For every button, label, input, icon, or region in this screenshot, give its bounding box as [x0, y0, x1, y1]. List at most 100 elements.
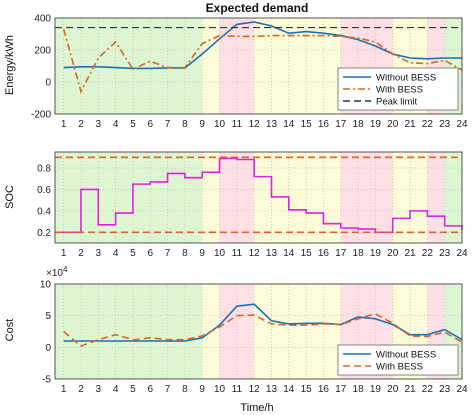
- x-tick-label: 21: [404, 248, 416, 259]
- band-3: [254, 284, 341, 379]
- chart-title: Expected demand: [206, 1, 309, 15]
- x-tick-label: 1: [61, 248, 67, 259]
- panel-soc: 0.20.40.60.81 2 3 4 5 6 7 8 9 10 11 12 13 14 15 16 17 18 1…: [37, 151, 468, 259]
- x-tick-label: 7: [165, 248, 171, 259]
- x-tick-label: 24: [456, 119, 468, 130]
- x-tick-label: 20: [387, 384, 399, 395]
- x-tick-label: 4: [113, 119, 119, 130]
- x-tick-label: 18: [353, 248, 365, 259]
- series-line-with-bess: [63, 312, 463, 347]
- legend-entry: Peak limit: [376, 97, 418, 108]
- x-tick-label: 8: [182, 248, 188, 259]
- x-tick-label: 16: [318, 248, 330, 259]
- x-tick-label: 9: [199, 384, 205, 395]
- band-7: [444, 152, 462, 243]
- legend-entry: Without BESS: [376, 73, 436, 84]
- x-tick-label: 11: [232, 384, 243, 395]
- band-0: [55, 152, 203, 243]
- x-tick-label: 13: [266, 248, 278, 259]
- y-tick-label: 0.8: [37, 164, 51, 175]
- plot-frame: [54, 283, 463, 380]
- x-tick-label: 10: [214, 384, 226, 395]
- y-tick-label: 10: [40, 280, 52, 291]
- y-tick-label: -5: [42, 375, 51, 386]
- legend-entry: With BESS: [376, 85, 423, 96]
- y-axis-label-cost: Cost: [4, 319, 16, 342]
- x-tick-label: 7: [165, 119, 171, 130]
- x-tick-label: 8: [182, 384, 188, 395]
- x-tick-label: 6: [147, 248, 153, 259]
- x-tick-label: 20: [387, 119, 399, 130]
- x-tick-label: 3: [96, 119, 102, 130]
- y-tick-label: 0: [45, 343, 51, 354]
- x-tick-label: 13: [266, 384, 278, 395]
- x-tick-label: 2: [78, 384, 84, 395]
- x-tick-label: 11: [232, 119, 243, 130]
- x-tick-label: 14: [283, 248, 295, 259]
- x-tick-label: 2: [78, 119, 84, 130]
- band-3: [254, 152, 341, 243]
- legend-entry: With BESS: [376, 362, 423, 373]
- band-0: [55, 18, 203, 114]
- x-tick-label: 15: [301, 384, 313, 395]
- y-tick-label: 200: [34, 46, 51, 57]
- x-tick-label: 16: [318, 119, 330, 130]
- x-tick-label: 4: [113, 248, 119, 259]
- x-tick-label: 5: [130, 248, 136, 259]
- x-tick-label: 20: [387, 248, 399, 259]
- x-tick-label: 21: [404, 119, 416, 130]
- x-tick-label: 8: [182, 119, 188, 130]
- band-1: [202, 18, 220, 114]
- x-tick-label: 23: [439, 384, 451, 395]
- y-tick-label: 400: [34, 14, 51, 25]
- plot-frame: [54, 151, 463, 244]
- band-0: [55, 284, 203, 379]
- x-tick-label: 21: [404, 384, 416, 395]
- x-tick-label: 6: [147, 384, 153, 395]
- x-tick-label: 15: [301, 248, 313, 259]
- x-axis-label-time: Time/h: [240, 402, 273, 414]
- y-tick-label: 0: [45, 78, 51, 89]
- band-6: [427, 152, 445, 243]
- x-tick-label: 11: [232, 248, 243, 259]
- y-tick-label: -200: [31, 110, 51, 121]
- x-tick-label: 9: [199, 119, 205, 130]
- series-line-with-bess: [62, 28, 463, 94]
- y-axis-label-soc: SOC: [4, 185, 16, 209]
- series-line-without-bess: [63, 21, 462, 70]
- x-tick-label: 13: [266, 119, 278, 130]
- x-tick-label: 18: [353, 384, 365, 395]
- x-tick-label: 6: [147, 119, 153, 130]
- x-tick-label: 24: [456, 248, 468, 259]
- x-tick-label: 12: [249, 248, 261, 259]
- x-tick-label: 9: [199, 248, 205, 259]
- x-tick-label: 23: [439, 119, 451, 130]
- y-tick-label: 0.6: [37, 185, 51, 196]
- legend-box: [337, 344, 459, 376]
- x-tick-label: 17: [335, 248, 347, 259]
- x-tick-label: 22: [422, 248, 434, 259]
- x-tick-label: 2: [78, 248, 84, 259]
- x-tick-label: 22: [422, 384, 434, 395]
- x-tick-label: 10: [214, 248, 226, 259]
- x-tick-label: 7: [165, 384, 171, 395]
- x-tick-label: 19: [370, 248, 382, 259]
- band-1: [202, 152, 220, 243]
- cost-exponent-label: ×104: [46, 265, 68, 279]
- cost-exponent-power: 4: [63, 265, 68, 274]
- band-2: [219, 284, 255, 379]
- y-tick-label: 0.4: [37, 206, 51, 217]
- x-tick-label: 24: [456, 384, 468, 395]
- y-tick-label: 5: [45, 311, 51, 322]
- x-tick-label: 1: [61, 119, 67, 130]
- x-tick-label: 3: [96, 384, 102, 395]
- x-tick-label: 12: [249, 384, 261, 395]
- x-tick-label: 16: [318, 384, 330, 395]
- x-tick-label: 1: [61, 384, 67, 395]
- x-tick-label: 4: [113, 384, 119, 395]
